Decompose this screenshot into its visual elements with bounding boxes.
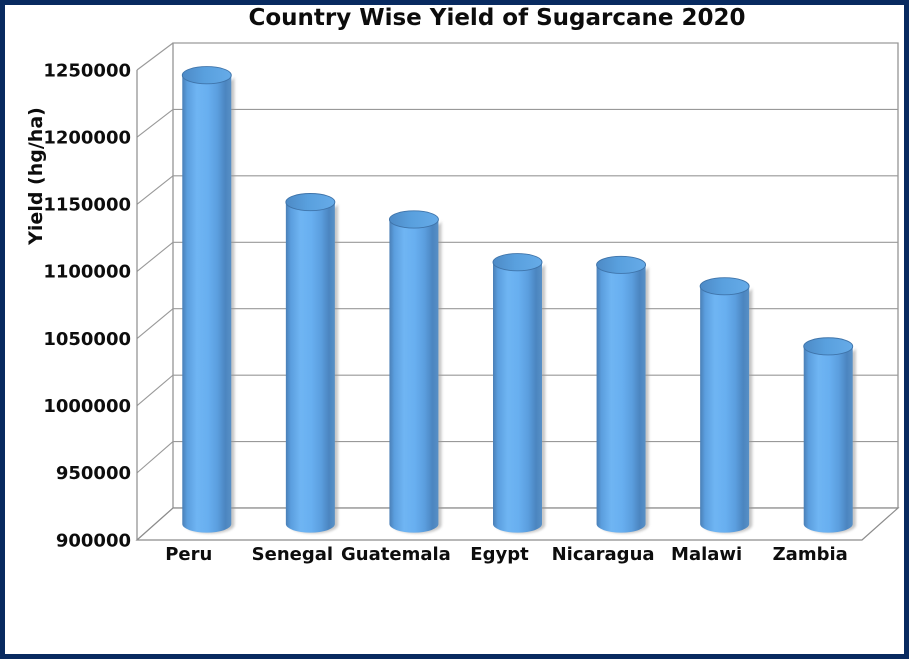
tick-connector [136, 175, 174, 205]
bar-malawi [699, 277, 753, 534]
cylinder-body [285, 202, 335, 533]
y-tick-label: 1250000 [43, 60, 131, 81]
cylinder-body [182, 75, 232, 533]
cylinder-body [803, 346, 853, 533]
cylinder-top [492, 253, 543, 272]
bar-egypt [492, 253, 546, 534]
cylinder-top [803, 337, 854, 356]
bar-senegal [285, 193, 339, 534]
tick-connector [136, 108, 174, 138]
tick-connector [136, 42, 174, 71]
y-tick-label: 950000 [56, 463, 131, 484]
y-tick-label: 1000000 [43, 396, 131, 417]
y-tick-label: 1150000 [43, 195, 131, 216]
tick-connector [136, 241, 174, 272]
tick-connector [136, 441, 174, 474]
cylinder-body [493, 262, 542, 533]
cylinder-top [388, 210, 439, 229]
bars [181, 66, 856, 534]
y-tick-label: 1050000 [43, 329, 131, 350]
tick-connector [136, 308, 174, 339]
x-category-label: Peru [165, 544, 212, 565]
bar-peru [181, 66, 235, 534]
cylinder-body [700, 286, 750, 533]
y-tick-label: 900000 [56, 530, 131, 551]
cylinder-top [596, 255, 647, 274]
x-category-label: Guatemala [341, 544, 451, 565]
bar-zambia [803, 337, 856, 534]
x-category-label: Malawi [671, 544, 742, 565]
cylinder-body [596, 264, 646, 533]
bar-nicaragua [596, 255, 649, 534]
x-category-labels: Peru Senegal Guatemala Egypt Nicaragua Malawi… [165, 544, 848, 565]
x-category-label: Senegal [252, 544, 333, 565]
chart-title: Country Wise Yield of Sugarcane 2020 [248, 5, 746, 31]
tick-connector [136, 374, 174, 407]
cylinder-top [699, 277, 750, 296]
y-tick-label: 1200000 [43, 127, 131, 148]
cylinder-body [389, 219, 439, 533]
cylinder-top [285, 193, 336, 212]
x-category-label: Nicaragua [552, 544, 655, 565]
y-tick-label: 1100000 [43, 262, 131, 283]
x-category-label: Zambia [773, 544, 848, 565]
y-tick-labels: 900000 950000 1000000 1050000 1100000 1150000… [43, 60, 131, 551]
x-category-label: Egypt [470, 544, 529, 565]
bar-guatemala [388, 210, 442, 534]
cylinder-top [181, 66, 232, 85]
